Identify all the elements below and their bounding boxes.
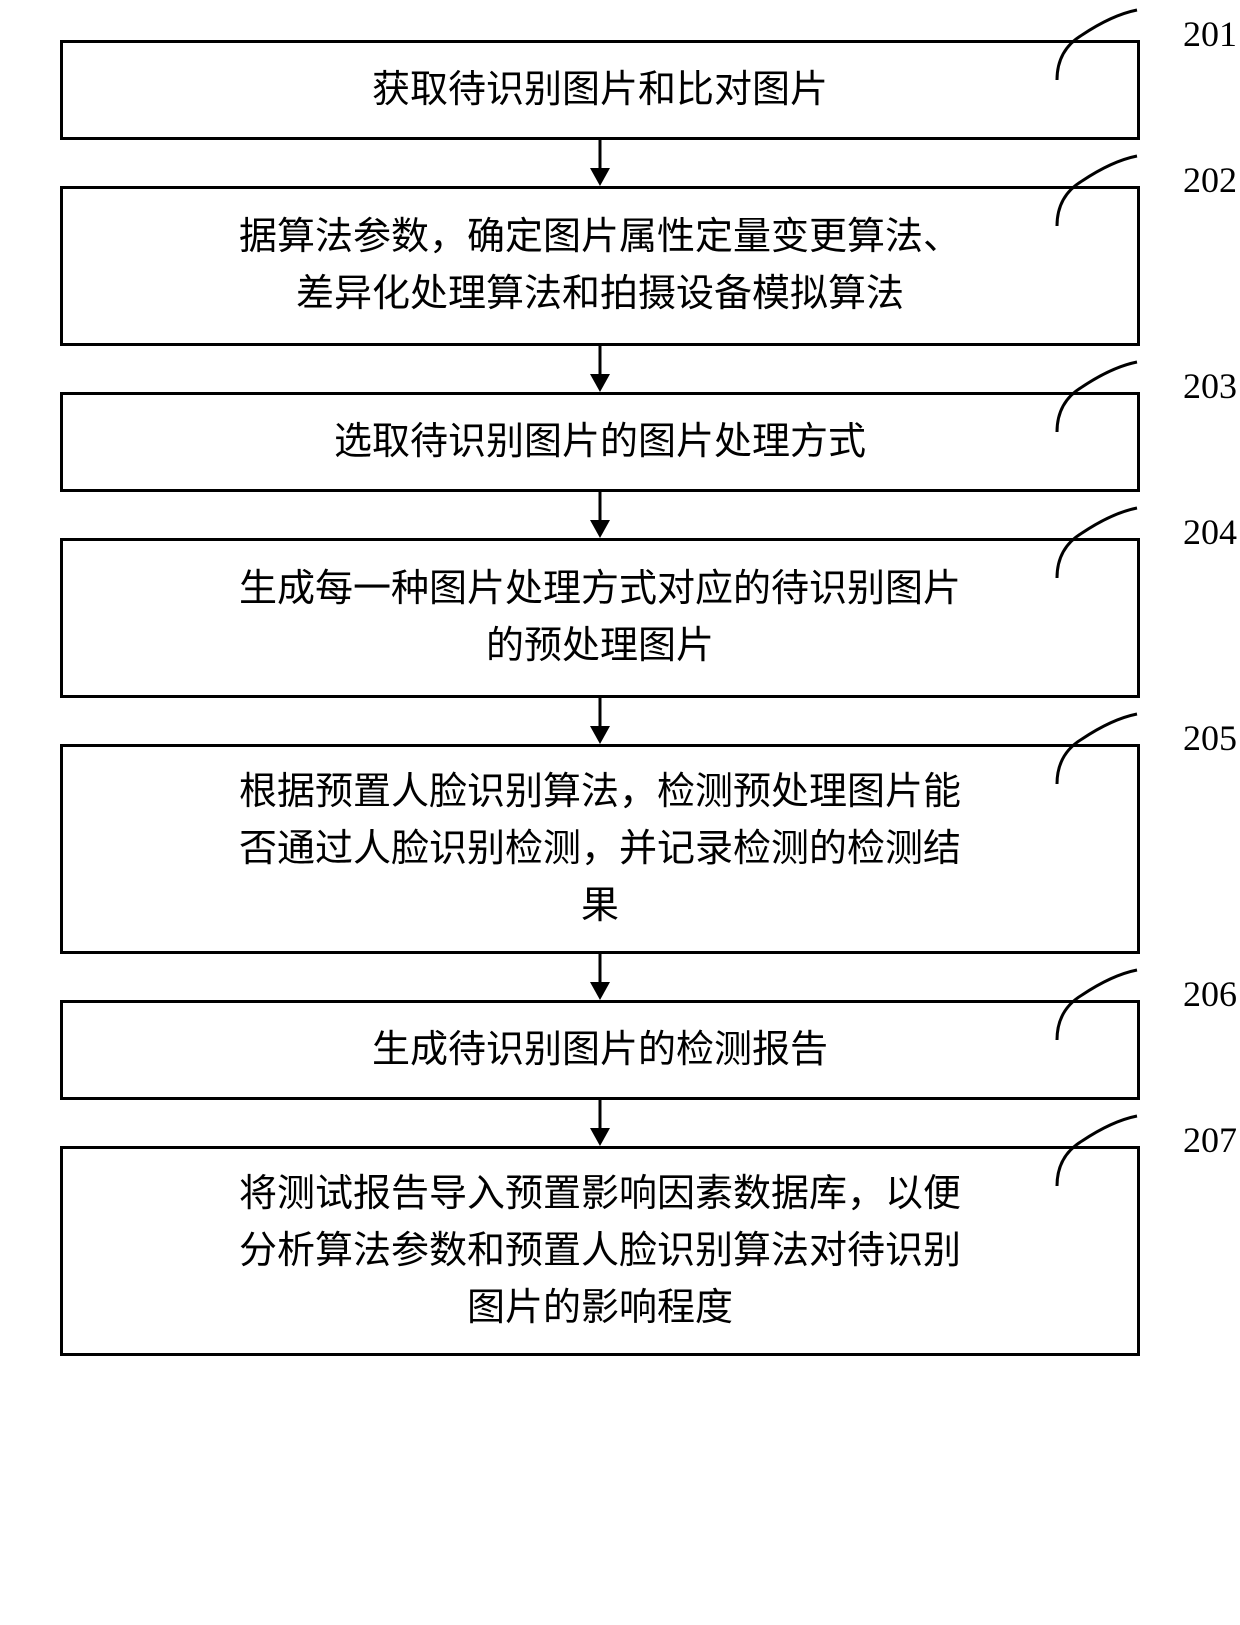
arrow-connector [60, 140, 1140, 186]
arrow-connector [60, 346, 1140, 392]
step-label: 204 [1183, 511, 1237, 553]
down-arrow-icon [580, 954, 620, 1000]
down-arrow-icon [580, 698, 620, 744]
step-label: 205 [1183, 717, 1237, 759]
step-box-205: 根据预置人脸识别算法，检测预处理图片能 否通过人脸识别检测，并记录检测的检测结 … [60, 744, 1140, 954]
step-box-204: 生成每一种图片处理方式对应的待识别图片 的预处理图片 204 [60, 538, 1140, 698]
connector-curve [1052, 5, 1142, 85]
arrow-connector [60, 1100, 1140, 1146]
step-label: 201 [1183, 13, 1237, 55]
down-arrow-icon [580, 346, 620, 392]
step-text: 选取待识别图片的图片处理方式 [334, 414, 866, 471]
step-text: 据算法参数，确定图片属性定量变更算法、 差异化处理算法和拍摄设备模拟算法 [239, 209, 961, 323]
step-box-202: 据算法参数，确定图片属性定量变更算法、 差异化处理算法和拍摄设备模拟算法 202 [60, 186, 1140, 346]
step-box-201: 获取待识别图片和比对图片 201 [60, 40, 1140, 140]
down-arrow-icon [580, 140, 620, 186]
down-arrow-icon [580, 492, 620, 538]
down-arrow-icon [580, 1100, 620, 1146]
step-label: 202 [1183, 159, 1237, 201]
step-label: 206 [1183, 973, 1237, 1015]
step-text: 根据预置人脸识别算法，检测预处理图片能 否通过人脸识别检测，并记录检测的检测结 … [239, 764, 961, 935]
arrow-connector [60, 954, 1140, 1000]
step-label: 207 [1183, 1119, 1237, 1161]
flowchart-container: 获取待识别图片和比对图片 201 据算法参数，确定图片属性定量变更算法、 差异化… [60, 40, 1140, 1356]
step-text: 生成每一种图片处理方式对应的待识别图片 的预处理图片 [239, 561, 961, 675]
step-text: 生成待识别图片的检测报告 [372, 1022, 828, 1079]
step-text: 获取待识别图片和比对图片 [372, 62, 828, 119]
step-label: 203 [1183, 365, 1237, 407]
step-box-203: 选取待识别图片的图片处理方式 203 [60, 392, 1140, 492]
step-box-207: 将测试报告导入预置影响因素数据库，以便 分析算法参数和预置人脸识别算法对待识别 … [60, 1146, 1140, 1356]
arrow-connector [60, 698, 1140, 744]
step-text: 将测试报告导入预置影响因素数据库，以便 分析算法参数和预置人脸识别算法对待识别 … [239, 1166, 961, 1337]
arrow-connector [60, 492, 1140, 538]
step-box-206: 生成待识别图片的检测报告 206 [60, 1000, 1140, 1100]
